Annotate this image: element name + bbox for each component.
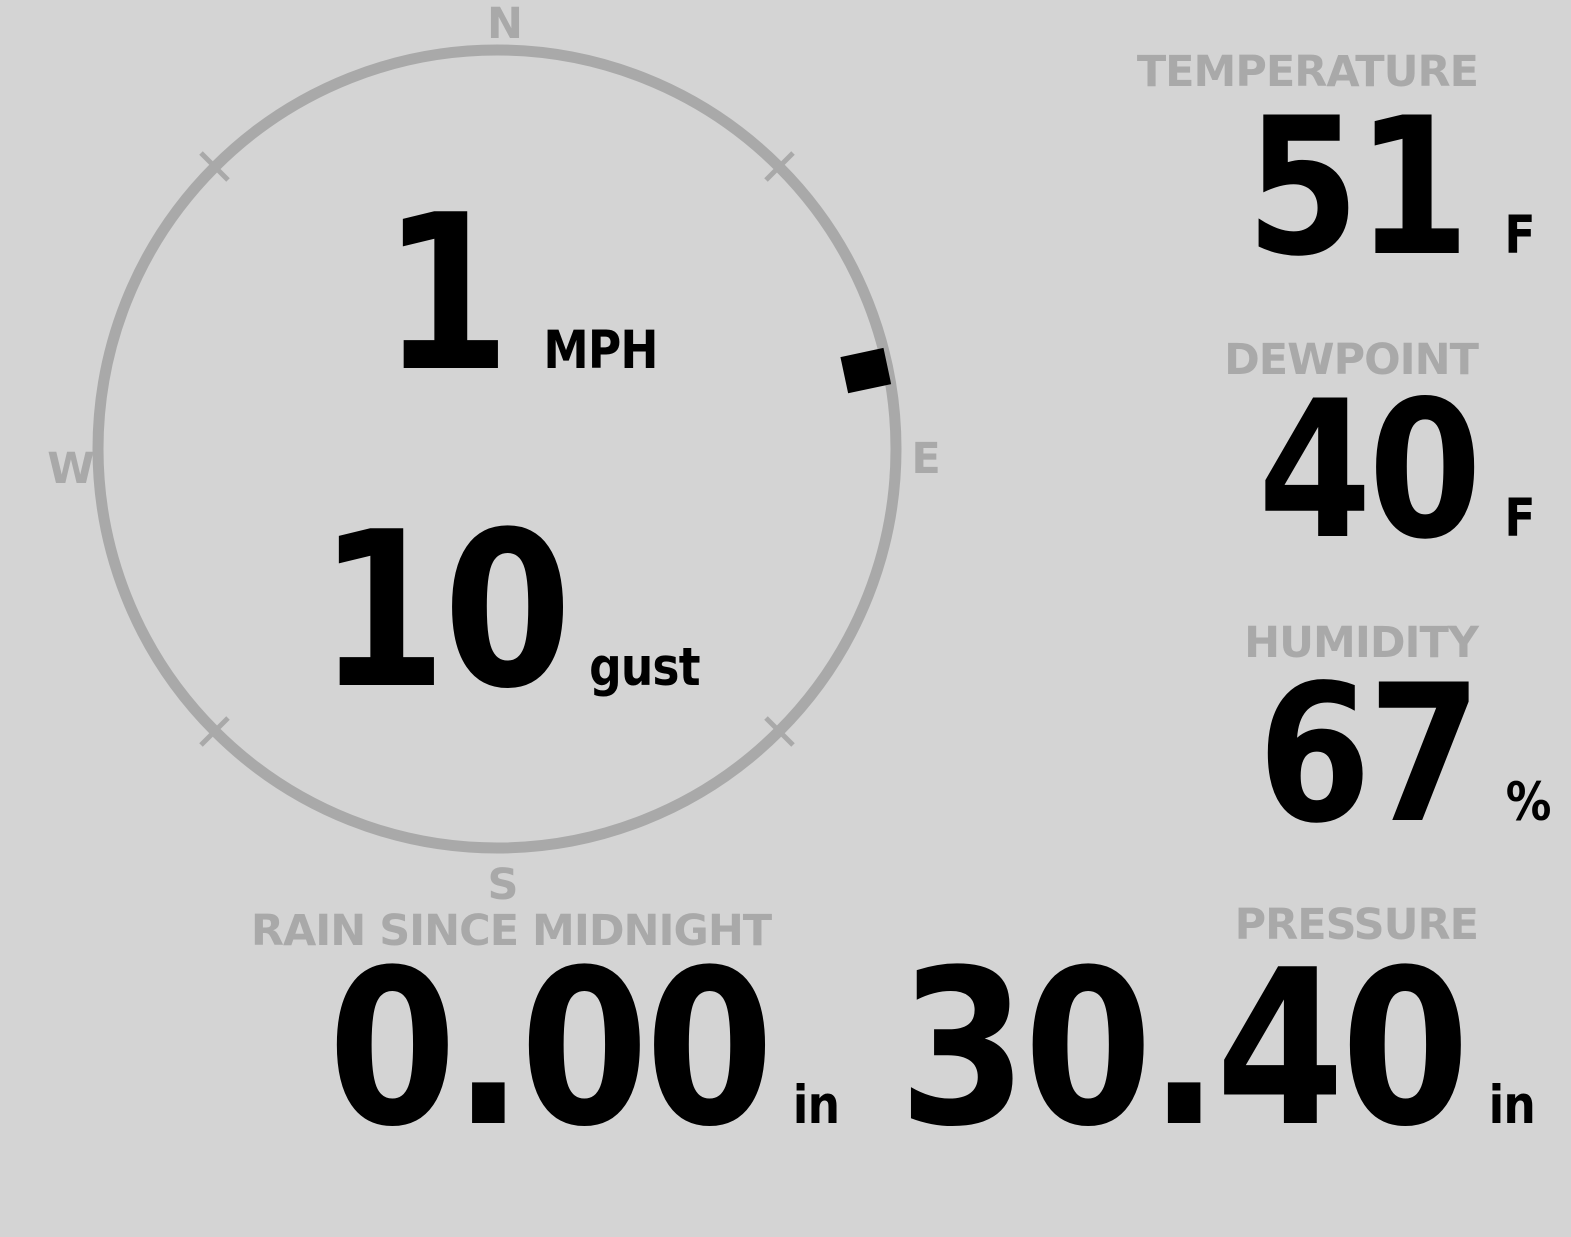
pressure-label: PRESSURE	[1234, 900, 1479, 950]
dewpoint-readout: 40 F	[1258, 376, 1535, 566]
pressure-value: 30.40	[898, 923, 1470, 1174]
humidity-value: 67	[1258, 644, 1482, 865]
temperature-readout: 51 F	[1246, 77, 1536, 298]
temperature-label: TEMPERATURE	[1136, 47, 1479, 97]
wind-speed-value: 1	[382, 168, 511, 419]
compass-label-north: N	[487, 0, 523, 49]
compass-tick-se	[764, 716, 795, 747]
temperature-unit: F	[1504, 205, 1536, 266]
compass-label-south: S	[487, 860, 519, 910]
rain-label: RAIN SINCE MIDNIGHT	[250, 906, 772, 956]
wind-gust-value: 10	[318, 485, 572, 736]
pressure-unit: in	[1488, 1075, 1536, 1136]
humidity-label: HUMIDITY	[1244, 618, 1479, 668]
compass-label-east: E	[911, 434, 941, 484]
compass-label-west: W	[47, 444, 95, 494]
wind-speed-unit: MPH	[543, 320, 658, 381]
humidity-readout: 67 %	[1258, 644, 1552, 865]
rain-unit: in	[792, 1075, 840, 1136]
rain-value: 0.00	[328, 923, 774, 1174]
compass-tick-nw	[199, 151, 230, 182]
humidity-unit: %	[1506, 772, 1552, 833]
rain-readout: 0.00 in	[328, 923, 840, 1174]
pressure-readout: 30.40 in	[898, 923, 1536, 1174]
dewpoint-unit: F	[1504, 488, 1536, 549]
compass-ring	[92, 44, 902, 854]
wind-gust-readout: 10 gust	[318, 503, 700, 718]
wind-gust-unit: gust	[589, 637, 700, 698]
compass-tick-ne	[764, 151, 795, 182]
wind-direction-marker	[840, 347, 892, 394]
dewpoint-value: 40	[1258, 360, 1482, 581]
compass-tick-sw	[199, 716, 230, 747]
temperature-value: 51	[1246, 77, 1470, 298]
dewpoint-label: DEWPOINT	[1224, 335, 1479, 385]
wind-speed-readout: 1 MPH	[382, 168, 659, 419]
